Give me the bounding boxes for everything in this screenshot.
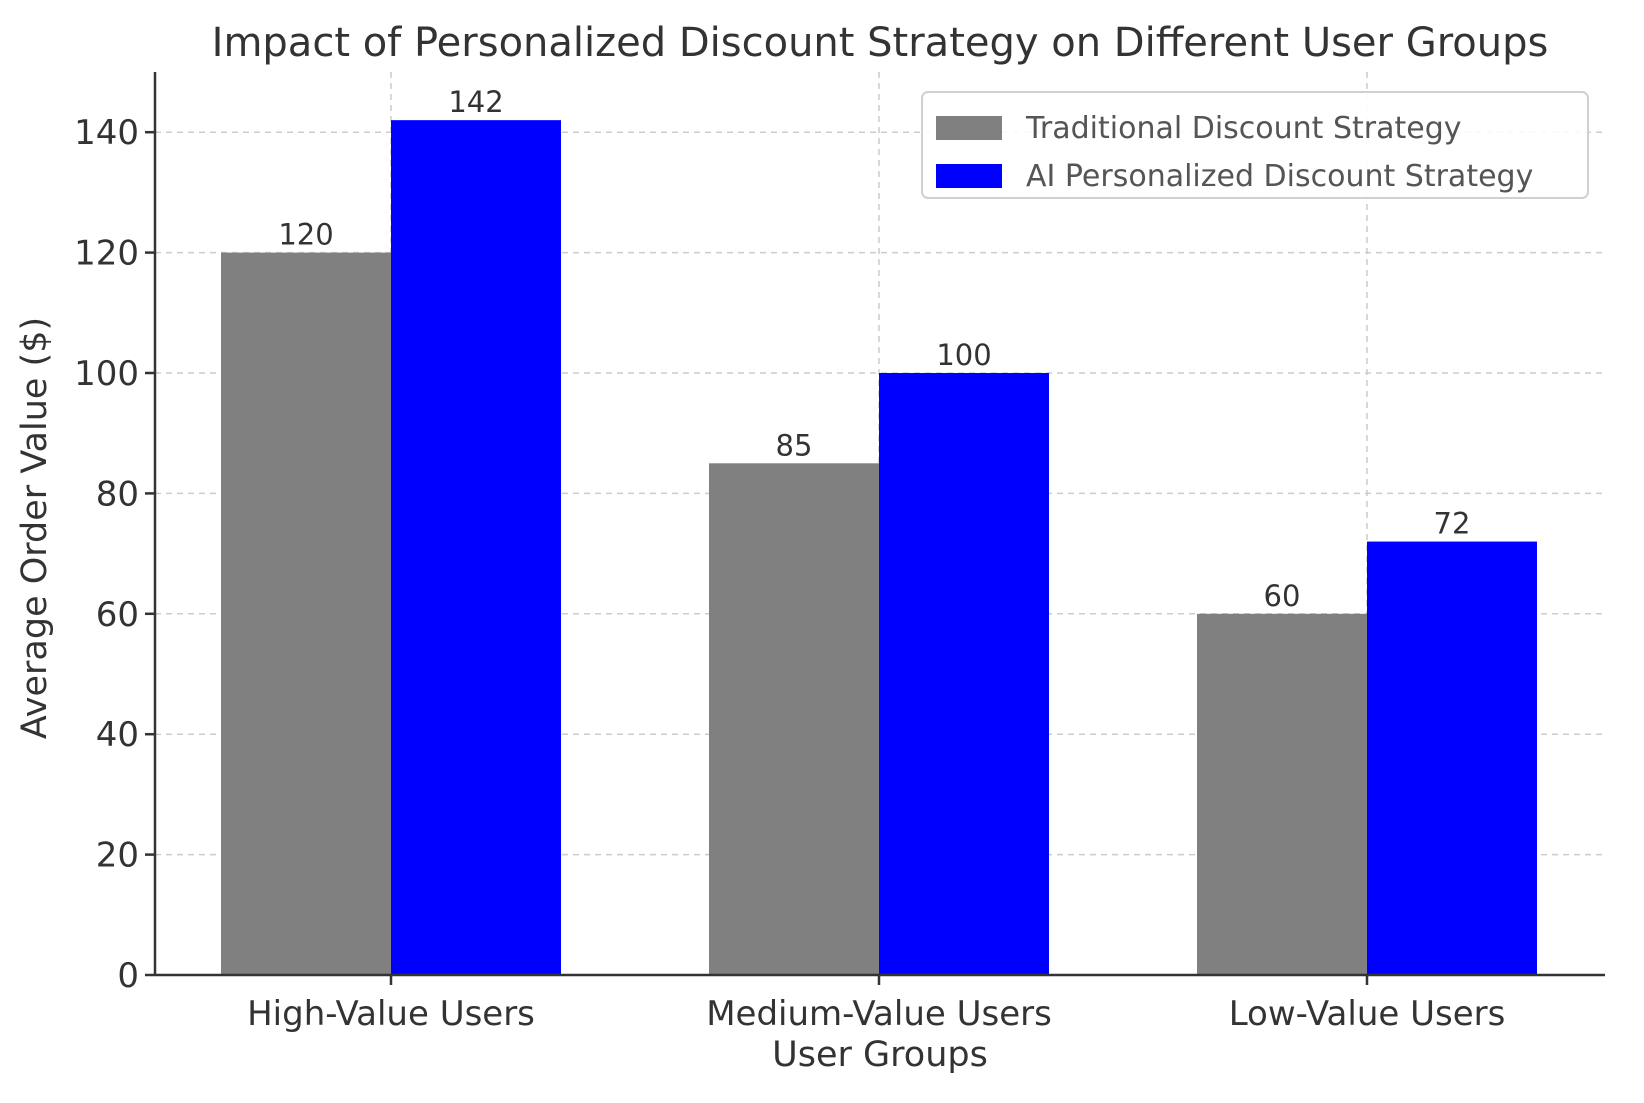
bar-traditional	[709, 463, 879, 975]
legend-label: AI Personalized Discount Strategy	[1026, 159, 1533, 194]
bars-layer	[221, 120, 1537, 976]
chart-title: Impact of Personalized Discount Strategy…	[212, 20, 1549, 66]
bar-ai-personalized	[879, 373, 1049, 975]
y-tick-label: 40	[96, 715, 139, 755]
y-tick-label: 60	[96, 595, 139, 635]
bar-traditional	[221, 252, 391, 976]
x-tick-label: Low-Value Users	[1229, 994, 1506, 1034]
legend-box	[921, 91, 1589, 199]
legend-swatch	[936, 116, 1002, 140]
y-tick-label: 0	[117, 956, 139, 996]
bar-value-label: 142	[448, 85, 503, 119]
y-tick-label: 20	[96, 836, 139, 876]
bar-ai-personalized	[1367, 541, 1537, 975]
x-axis-label: User Groups	[772, 1035, 988, 1075]
bar-value-label: 120	[278, 218, 333, 252]
bar-value-label: 85	[776, 428, 813, 462]
y-axis-label: Average Order Value ($)	[15, 317, 55, 739]
x-tick-label: Medium-Value Users	[706, 994, 1052, 1034]
bar-value-label: 72	[1434, 507, 1471, 541]
data-labels-layer: 120 85 60 142 100 72	[278, 85, 1470, 613]
y-tick-label: 120	[74, 234, 139, 274]
legend-label: Traditional Discount Strategy	[1025, 111, 1462, 146]
ticks-layer: 0 20 40 60 80 100 120 140 High-Value Users Medium…	[74, 113, 1505, 1034]
y-tick-label: 80	[96, 474, 139, 514]
bar-value-label: 100	[936, 338, 991, 372]
legend-swatch	[936, 164, 1002, 188]
bar-traditional	[1197, 613, 1367, 975]
x-tick-label: High-Value Users	[247, 994, 535, 1034]
y-tick-label: 140	[74, 113, 139, 153]
legend: Traditional Discount Strategy AI Personal…	[921, 91, 1589, 199]
bar-value-label: 60	[1264, 579, 1301, 613]
bar-ai-personalized	[391, 120, 561, 975]
y-tick-label: 100	[74, 354, 139, 394]
